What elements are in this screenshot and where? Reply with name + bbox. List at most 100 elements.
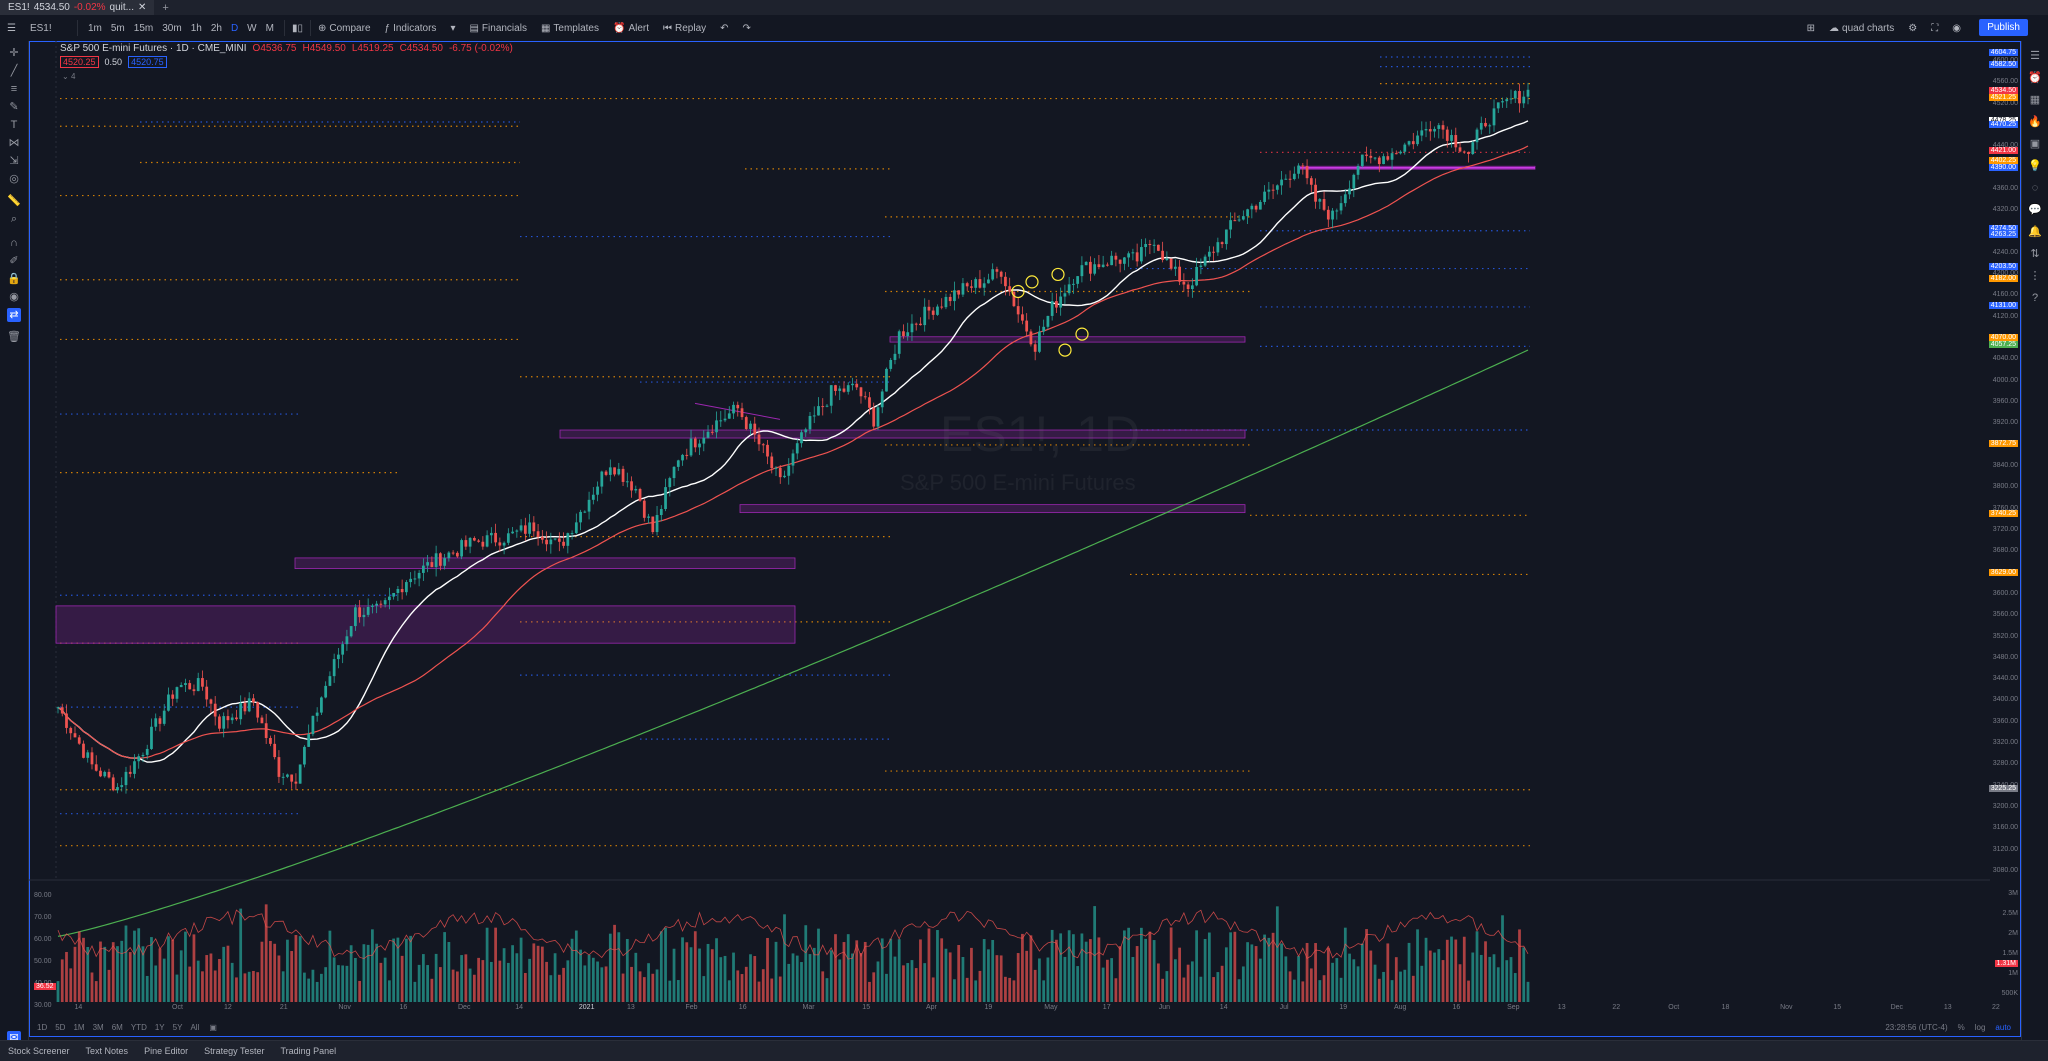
interval-30m[interactable]: 30m <box>162 22 182 34</box>
legend-title[interactable]: S&P 500 E-mini Futures · 1D · CME_MINI <box>60 43 247 54</box>
menu-icon[interactable]: ☰ <box>7 22 16 34</box>
crosshair-icon[interactable]: ✛ <box>9 47 19 59</box>
volume-bar <box>1186 964 1190 1002</box>
volume-bar <box>413 981 417 1002</box>
sync-drawing-icon[interactable]: ⇄ <box>7 308 21 322</box>
candle-body <box>328 676 332 686</box>
layout-grid-icon[interactable]: ⊞ <box>1806 22 1816 34</box>
volume-bar <box>1488 956 1492 1002</box>
magnet-icon[interactable]: ∩ <box>10 237 18 249</box>
interval-1h[interactable]: 1h <box>190 22 202 34</box>
visibility-icon[interactable]: ◉ <box>9 291 19 303</box>
range-5D[interactable]: 5D <box>55 1023 66 1032</box>
order-panel-icon[interactable]: ⇅ <box>2030 248 2040 260</box>
auto-toggle[interactable]: auto <box>1995 1023 2011 1032</box>
undo-icon[interactable]: ↶ <box>720 22 729 34</box>
volume-bar <box>1029 935 1033 1002</box>
close-icon[interactable]: ✕ <box>138 2 147 13</box>
interval-D[interactable]: D <box>230 22 239 34</box>
ideas-icon[interactable]: 💡 <box>2028 160 2042 172</box>
layout-name[interactable]: ☁ quad charts <box>1822 23 1901 34</box>
settings-gear-icon[interactable]: ⚙ <box>1908 22 1918 34</box>
fib-icon[interactable]: ≡ <box>10 83 18 95</box>
legend-indicator-row: 4520.25 0.50 4520.75 <box>60 56 167 68</box>
prediction-icon[interactable]: ⇲ <box>9 155 19 167</box>
candle-body <box>477 540 480 542</box>
fullscreen-icon[interactable]: ⛶ <box>1931 22 1939 34</box>
indicators-dropdown-icon[interactable]: ▾ <box>450 22 456 34</box>
chats-icon[interactable]: 💬 <box>2028 204 2042 216</box>
volume-bar <box>528 958 531 1002</box>
panel-tab-pine-editor[interactable]: Pine Editor <box>144 1046 189 1056</box>
replay-button[interactable]: ⏮ Replay <box>656 23 713 34</box>
alert-button[interactable]: ⏰ Alert <box>606 23 656 34</box>
panel-tab-stock-screener[interactable]: Stock Screener <box>8 1046 70 1056</box>
time-axis[interactable]: 14 Oct 12 21 Nov 16 Dec 14 2021 13 Feb 16 Mar 15 Apr 19… <box>29 1004 2000 1018</box>
indicators-button[interactable]: ƒ Indicators <box>378 23 444 34</box>
trash-icon[interactable]: 🗑 <box>7 331 21 343</box>
range-1Y[interactable]: 1Y <box>154 1023 165 1032</box>
calendar-icon[interactable]: ▣ <box>2029 138 2041 150</box>
time-tick: 15 <box>862 1004 871 1011</box>
volume-bar <box>1135 946 1139 1002</box>
range-6M[interactable]: 6M <box>111 1023 123 1032</box>
price-label: 3225.25 <box>1988 784 2018 792</box>
help-icon[interactable]: ? <box>2031 292 2039 304</box>
interval-W[interactable]: W <box>247 22 257 34</box>
data-window-icon[interactable]: ▦ <box>2029 94 2041 106</box>
interval-1m[interactable]: 1m <box>87 22 102 34</box>
depth-icon[interactable]: ⋮ <box>2029 270 2041 282</box>
candle-body <box>957 290 961 295</box>
price-tick: 4000.00 <box>1992 376 2018 384</box>
interval-5m[interactable]: 5m <box>110 22 125 34</box>
ruler-icon[interactable]: 📏 <box>7 195 21 207</box>
streams-icon[interactable]: ◌ <box>2031 182 2039 194</box>
legend-collapse[interactable]: ⌄ 4 <box>62 72 75 81</box>
stay-drawing-icon[interactable]: ✐ <box>9 255 19 267</box>
camera-icon[interactable]: ◉ <box>1952 22 1961 34</box>
zoom-icon[interactable]: ⌕ <box>10 213 18 225</box>
templates-button[interactable]: ▦ Templates <box>534 23 606 34</box>
range-3M[interactable]: 3M <box>92 1023 104 1032</box>
range-5Y[interactable]: 5Y <box>172 1023 183 1032</box>
calendar-range-icon[interactable]: ▣ <box>209 1023 217 1032</box>
text-icon[interactable]: T <box>10 119 18 131</box>
new-tab-icon[interactable]: + <box>162 1 169 14</box>
interval-15m[interactable]: 15m <box>133 22 154 34</box>
ma-slow-line <box>57 349 1529 937</box>
hotlist-icon[interactable]: 🔥 <box>2028 116 2042 128</box>
panel-tab-trading-panel[interactable]: Trading Panel <box>280 1046 337 1056</box>
watchlist-icon[interactable]: ☰ <box>2030 50 2040 62</box>
volume-scale[interactable]: 3M 2.5M 2M 1.5M 1M 500K 1.31M <box>1990 882 2021 1002</box>
range-1M[interactable]: 1M <box>73 1023 85 1032</box>
panel-tab-strategy-tester[interactable]: Strategy Tester <box>204 1046 265 1056</box>
price-scale[interactable]: 4600.004560.004520.004480.004440.004400.… <box>1988 41 2021 881</box>
clock-time[interactable]: 23:28:56 (UTC-4) <box>1885 1023 1948 1032</box>
log-toggle[interactable]: log <box>1974 1023 1986 1032</box>
notifications-icon[interactable]: 🔔 <box>2028 226 2042 238</box>
browser-tab[interactable]: ES1! 4534.50 -0.02% quit... ✕ <box>0 0 155 15</box>
lock-icon[interactable]: 🔒 <box>7 273 21 285</box>
candle-body <box>1462 151 1466 153</box>
publish-button[interactable]: Publish <box>1979 19 2028 36</box>
interval-M[interactable]: M <box>265 22 274 34</box>
panel-tab-text-notes[interactable]: Text Notes <box>85 1046 129 1056</box>
brush-icon[interactable]: ✎ <box>9 101 19 113</box>
chart-pane[interactable] <box>29 41 2021 1037</box>
candles-icon[interactable]: ▮▯ <box>291 22 303 34</box>
financials-button[interactable]: ▤ Financials <box>462 23 533 34</box>
alerts-icon[interactable]: ⏰ <box>2028 72 2042 84</box>
compare-button[interactable]: ⊕ Compare <box>311 23 378 34</box>
pattern-icon[interactable]: ⋈ <box>8 137 20 149</box>
range-1D[interactable]: 1D <box>37 1023 48 1032</box>
range-YTD[interactable]: YTD <box>130 1023 147 1032</box>
range-All[interactable]: All <box>190 1023 200 1032</box>
redo-icon[interactable]: ↷ <box>742 22 751 34</box>
eye-icon[interactable]: ◎ <box>9 173 19 185</box>
symbol-search[interactable]: ES1! <box>29 22 52 34</box>
candle-body <box>523 525 527 534</box>
percent-toggle[interactable]: % <box>1957 1023 1965 1032</box>
interval-2h[interactable]: 2h <box>210 22 222 34</box>
trend-line-icon[interactable]: ╱ <box>10 65 18 77</box>
